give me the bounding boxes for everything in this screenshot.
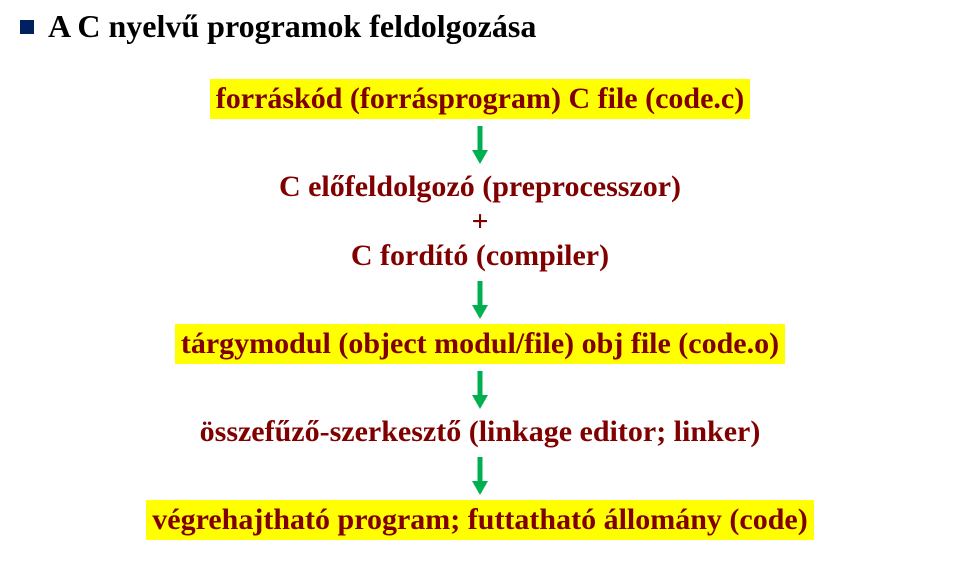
- arrow-icon: [470, 125, 490, 165]
- arrow-icon: [470, 280, 490, 320]
- flow-diagram: forráskód (forrásprogram) C file (code.c…: [146, 79, 813, 540]
- node-compiler: C fordító (compiler): [351, 238, 609, 274]
- node-source-code: forráskód (forrásprogram) C file (code.c…: [210, 79, 750, 119]
- bullet-icon: [20, 20, 34, 34]
- plus-symbol: +: [471, 205, 488, 238]
- arrow-icon: [470, 456, 490, 496]
- node-preprocessor: C előfeldolgozó (preprocesszor): [279, 169, 681, 205]
- node-object-module: tárgymodul (object modul/file) obj file …: [175, 324, 785, 364]
- node-linker: összefűző-szerkesztő (linkage editor; li…: [200, 414, 761, 450]
- title-row: A C nyelvű programok feldolgozása: [0, 8, 960, 45]
- page-title: A C nyelvű programok feldolgozása: [48, 8, 536, 45]
- arrow-icon: [470, 370, 490, 410]
- node-executable: végrehajtható program; futtatható állomá…: [146, 500, 813, 540]
- node-preprocessor-compiler: C előfeldolgozó (preprocesszor) + C ford…: [279, 169, 681, 274]
